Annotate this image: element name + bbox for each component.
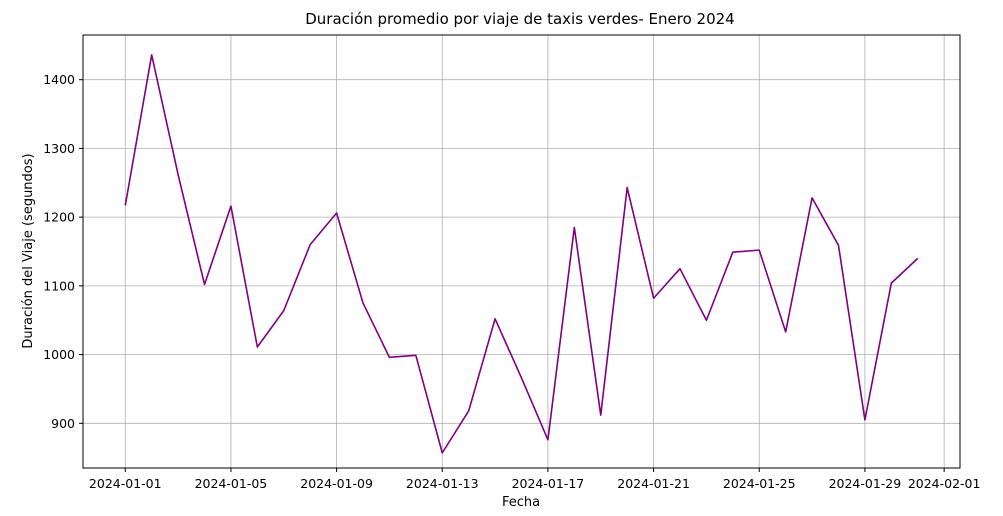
data-point — [124, 204, 126, 206]
y-axis: 900 1000 1100 1200 1300 1400 — [43, 72, 83, 431]
x-tick-label: 2024-02-01 — [908, 476, 981, 491]
chart-title: Duración promedio por viaje de taxis ver… — [305, 10, 734, 28]
data-point — [336, 212, 338, 214]
data-point — [468, 410, 470, 412]
x-tick-label: 2024-01-25 — [723, 476, 796, 491]
data-point — [917, 257, 919, 259]
data-point — [309, 244, 311, 246]
x-tick-label: 2024-01-17 — [512, 476, 585, 491]
x-tick-label: 2024-01-05 — [195, 476, 268, 491]
x-axis: 2024-01-01 2024-01-05 2024-01-09 2024-01-13… — [89, 468, 981, 491]
data-point — [256, 346, 258, 348]
y-tick-label: 1000 — [43, 347, 75, 362]
data-point — [521, 377, 523, 379]
data-point — [415, 354, 417, 356]
data-point — [177, 174, 179, 176]
y-tick-label: 1400 — [43, 72, 75, 87]
data-point — [441, 452, 443, 454]
data-point — [362, 302, 364, 304]
data-point — [230, 205, 232, 207]
data-point — [785, 331, 787, 333]
data-point — [705, 319, 707, 321]
x-tick-label: 2024-01-09 — [300, 476, 373, 491]
data-point — [890, 282, 892, 284]
data-point — [758, 249, 760, 251]
y-tick-label: 1100 — [43, 278, 75, 293]
y-tick-label: 900 — [51, 416, 75, 431]
y-axis-label: Duración del Viaje (segundos) — [21, 153, 36, 348]
y-tick-label: 1300 — [43, 141, 75, 156]
data-point — [626, 187, 628, 189]
data-point — [151, 54, 153, 56]
data-point — [283, 310, 285, 312]
data-point — [679, 268, 681, 270]
y-tick-label: 1200 — [43, 210, 75, 225]
data-point — [600, 414, 602, 416]
series-line — [124, 54, 919, 454]
data-point — [811, 197, 813, 199]
plot-frame — [82, 34, 961, 469]
x-axis-label: Fecha — [502, 495, 540, 510]
x-tick-label: 2024-01-13 — [406, 476, 479, 491]
data-point — [388, 356, 390, 358]
grid — [83, 35, 960, 468]
x-tick-label: 2024-01-29 — [829, 476, 902, 491]
x-tick-label: 2024-01-21 — [617, 476, 690, 491]
data-point — [547, 439, 549, 441]
data-point — [837, 244, 839, 246]
data-points — [124, 54, 918, 454]
data-point — [732, 251, 734, 253]
data-point — [653, 297, 655, 299]
data-point — [494, 318, 496, 320]
data-point — [204, 283, 206, 285]
data-point — [573, 226, 575, 228]
x-tick-label: 2024-01-01 — [89, 476, 162, 491]
data-point — [864, 419, 866, 421]
